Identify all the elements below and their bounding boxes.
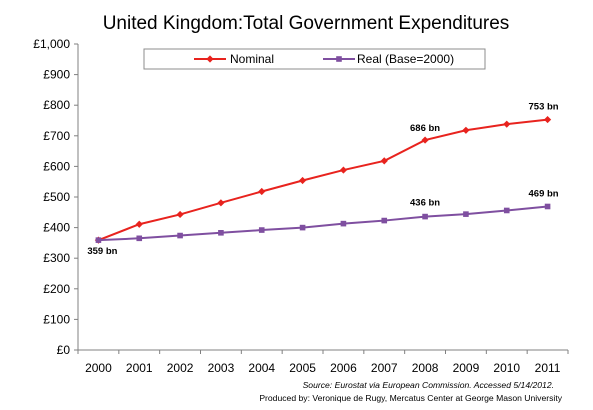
y-tick-label: £1,000 <box>33 37 70 51</box>
y-tick-label: £600 <box>43 159 70 173</box>
credit-note: Produced by: Veronique de Rugy, Mercatus… <box>259 393 562 403</box>
y-tick-label: £400 <box>43 221 70 235</box>
y-tick-label: £800 <box>43 98 70 112</box>
data-point-real <box>503 207 510 214</box>
series-line-nominal <box>98 118 548 242</box>
data-point-nominal <box>298 176 307 185</box>
legend: Nominal Real (Base=2000) <box>143 48 486 70</box>
x-tick-label: 2001 <box>126 361 153 375</box>
series-line-real <box>98 205 548 242</box>
data-point-real <box>340 220 347 227</box>
x-tick-label: 2000 <box>85 361 112 375</box>
data-point-nominal <box>503 120 511 128</box>
x-tick-label: 2006 <box>330 361 357 375</box>
data-point-nominal <box>421 136 429 144</box>
x-tick-label: 2002 <box>167 361 194 375</box>
x-axis-ticks: 2000 2001 2002 2003 2004 2005 2006 2007 2008 2009… <box>77 350 569 375</box>
y-tick-label: £900 <box>43 68 70 82</box>
x-tick-label: 2005 <box>289 361 316 375</box>
data-point-real <box>381 217 388 224</box>
legend-label-nominal: Nominal <box>230 52 274 66</box>
data-point-real <box>299 224 306 231</box>
legend-marker-nominal <box>206 55 214 63</box>
y-tick-label: £700 <box>43 129 70 143</box>
series-layer <box>94 115 552 244</box>
data-point-real <box>463 211 469 217</box>
data-point-nominal <box>380 157 388 165</box>
data-labels: 359 bn 686 bn 753 bn 436 bn 469 bn <box>87 102 558 258</box>
source-note: Source: Eurostat via European Commission… <box>303 380 554 390</box>
data-label: 686 bn <box>410 123 440 134</box>
y-axis-ticks: £0 £100 £200 £300 £400 £500 £600 £700 £800 £900 £1… <box>33 37 78 357</box>
y-tick-label: £500 <box>43 190 70 204</box>
data-point-nominal <box>339 166 348 174</box>
y-tick-label: £0 <box>57 343 71 357</box>
x-tick-label: 2003 <box>208 361 235 375</box>
data-point-nominal <box>135 220 143 228</box>
data-point-real <box>136 235 143 242</box>
data-point-real <box>95 237 102 243</box>
data-point-real <box>218 230 224 236</box>
x-tick-label: 2011 <box>535 361 561 375</box>
data-point-nominal <box>258 187 266 196</box>
data-label: 753 bn <box>529 102 559 113</box>
data-point-real <box>258 227 265 233</box>
data-point-nominal <box>543 115 552 124</box>
data-point-nominal <box>462 126 470 134</box>
legend-marker-real <box>336 56 342 62</box>
legend-box <box>143 48 486 70</box>
data-point-nominal <box>217 199 225 207</box>
y-tick-label: £300 <box>43 251 70 265</box>
x-tick-label: 2009 <box>453 361 480 375</box>
data-label: 436 bn <box>410 198 440 209</box>
x-tick-label: 2007 <box>371 361 398 375</box>
y-tick-label: £100 <box>43 312 70 326</box>
x-tick-label: 2010 <box>493 361 520 375</box>
data-point-nominal <box>176 210 184 219</box>
legend-label-real: Real (Base=2000) <box>357 52 454 66</box>
data-label: 359 bn <box>87 246 117 257</box>
x-tick-label: 2004 <box>248 361 275 375</box>
data-point-real <box>544 203 551 210</box>
y-tick-label: £200 <box>43 282 70 296</box>
data-label: 469 bn <box>529 188 559 199</box>
x-tick-label: 2008 <box>412 361 439 375</box>
data-point-real <box>177 232 183 239</box>
chart-title: United Kingdom:Total Government Expendit… <box>103 13 510 34</box>
data-point-real <box>422 213 428 220</box>
